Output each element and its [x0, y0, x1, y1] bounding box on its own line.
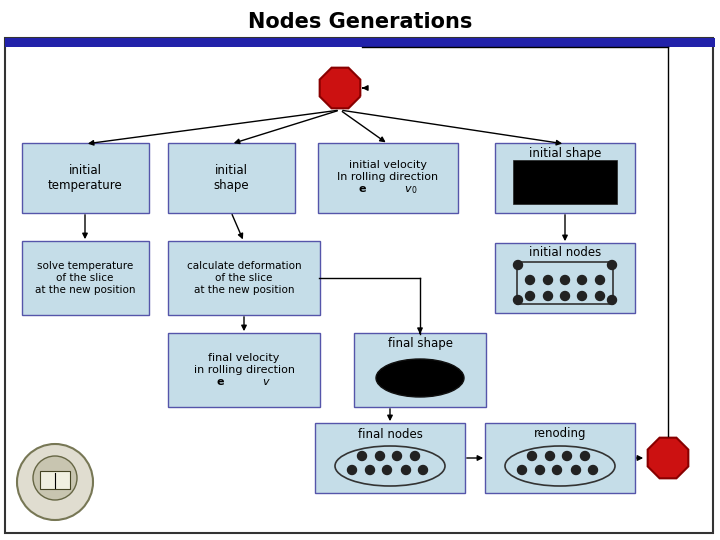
- Circle shape: [528, 451, 536, 461]
- Circle shape: [577, 275, 587, 285]
- Text: initial shape: initial shape: [528, 147, 601, 160]
- Circle shape: [382, 465, 392, 475]
- Text: initial nodes: initial nodes: [529, 246, 601, 260]
- Circle shape: [608, 295, 616, 305]
- Text: renoding: renoding: [534, 428, 586, 441]
- Text: final velocity
in rolling direction
$\mathbf{e}$           $\mathit{v}$: final velocity in rolling direction $\ma…: [194, 353, 294, 387]
- Circle shape: [544, 292, 552, 300]
- Circle shape: [518, 465, 526, 475]
- Text: Nodes Generations: Nodes Generations: [248, 12, 472, 32]
- Circle shape: [536, 465, 544, 475]
- Circle shape: [513, 260, 523, 269]
- Circle shape: [526, 292, 534, 300]
- FancyBboxPatch shape: [168, 241, 320, 315]
- Circle shape: [410, 451, 420, 461]
- Circle shape: [580, 451, 590, 461]
- Circle shape: [17, 444, 93, 520]
- Bar: [5, 38, 715, 47]
- Circle shape: [546, 451, 554, 461]
- Circle shape: [513, 295, 523, 305]
- FancyBboxPatch shape: [22, 241, 148, 315]
- Circle shape: [402, 465, 410, 475]
- Text: final shape: final shape: [387, 338, 452, 350]
- Circle shape: [572, 465, 580, 475]
- Circle shape: [33, 456, 77, 500]
- Circle shape: [376, 451, 384, 461]
- Text: initial velocity
In rolling direction
$\mathbf{e}$           $\mathit{v_0}$: initial velocity In rolling direction $\…: [338, 160, 438, 195]
- FancyBboxPatch shape: [495, 243, 635, 313]
- Circle shape: [595, 292, 605, 300]
- FancyBboxPatch shape: [22, 143, 148, 213]
- Circle shape: [560, 292, 570, 300]
- Circle shape: [608, 260, 616, 269]
- FancyBboxPatch shape: [495, 143, 635, 213]
- FancyBboxPatch shape: [168, 333, 320, 407]
- Circle shape: [577, 292, 587, 300]
- Bar: [513, 160, 617, 204]
- Text: initial
shape: initial shape: [213, 164, 249, 192]
- Circle shape: [560, 275, 570, 285]
- Text: solve temperature
of the slice
at the new position: solve temperature of the slice at the ne…: [35, 261, 135, 295]
- Circle shape: [358, 451, 366, 461]
- FancyBboxPatch shape: [354, 333, 486, 407]
- Circle shape: [552, 465, 562, 475]
- FancyBboxPatch shape: [168, 143, 294, 213]
- Circle shape: [526, 275, 534, 285]
- Polygon shape: [320, 68, 360, 109]
- Text: initial
temperature: initial temperature: [48, 164, 122, 192]
- Circle shape: [544, 275, 552, 285]
- FancyBboxPatch shape: [318, 143, 458, 213]
- Circle shape: [366, 465, 374, 475]
- Circle shape: [392, 451, 402, 461]
- Circle shape: [588, 465, 598, 475]
- Circle shape: [595, 275, 605, 285]
- FancyBboxPatch shape: [485, 423, 635, 493]
- Circle shape: [418, 465, 428, 475]
- FancyBboxPatch shape: [315, 423, 465, 493]
- Text: calculate deformation
of the slice
at the new position: calculate deformation of the slice at th…: [186, 261, 301, 295]
- FancyBboxPatch shape: [40, 471, 70, 489]
- Polygon shape: [648, 438, 688, 478]
- Bar: [517, 262, 613, 304]
- Ellipse shape: [376, 359, 464, 397]
- Circle shape: [562, 451, 572, 461]
- Circle shape: [348, 465, 356, 475]
- Text: final nodes: final nodes: [358, 428, 423, 441]
